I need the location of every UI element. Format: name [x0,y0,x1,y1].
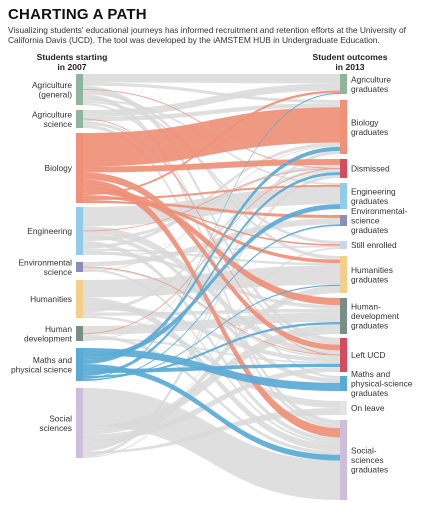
target-label: Humanities graduates [351,265,393,285]
flow-link [83,200,340,246]
target-node-bar [340,376,347,391]
target-label: Environmental-science graduates [351,206,408,235]
flow-link [83,100,340,245]
flow-link [83,186,340,227]
target-label: Left UCD [351,350,385,360]
flow-link [83,165,340,242]
source-label: Social sciences [39,413,72,433]
flow-link [83,241,340,443]
flow-link [83,90,340,196]
source-node-bar [76,262,83,272]
page-title: CHARTING A PATH [8,6,147,23]
flow-accent-line [82,89,341,169]
source-label: Agriculture (general) [32,80,72,100]
target-node-bar [340,298,347,334]
flow-link [83,172,340,351]
flow-link [83,168,340,313]
flow-link [83,334,340,455]
source-label: Humanities [30,294,72,304]
target-label: Dismissed [351,164,390,174]
flow-accent-line [82,266,341,356]
target-label: Agriculture graduates [351,74,391,94]
target-label: Human-development graduates [351,302,400,331]
flow-link [83,195,340,264]
target-node-bar [340,74,347,94]
target-node-bar [340,401,347,415]
target-node-bar [340,100,347,154]
flow-link [83,268,340,445]
flows-layer [82,74,341,500]
flow-link [83,184,340,201]
target-label: On leave [351,403,385,413]
flow-link [83,297,340,452]
source-node-bar [76,348,83,381]
flow-link [83,226,340,357]
flow-link [83,92,340,379]
target-label: Still enrolled [351,240,397,250]
flow-link [83,103,340,122]
source-label: Agriculture science [32,109,72,129]
page-subtitle: Visualizing students' educational journe… [8,25,406,45]
source-node-bar [76,280,83,318]
target-node-bar [340,183,347,209]
flow-link [83,74,340,84]
target-label: Social-sciences graduates [351,446,388,475]
labels-layer: Agriculture (general) Agriculture science Bi… [11,74,413,474]
source-label: Human development [24,324,73,344]
flow-link [83,364,340,461]
source-label: Maths and physical science [11,355,72,375]
flow-link [83,322,340,378]
source-label: Biology [45,163,73,173]
flow-link [83,175,340,452]
flow-link [83,204,340,360]
flow-link [83,121,340,345]
flow-link [83,179,340,438]
flow-link [83,107,340,167]
source-label: Environmental science [18,257,72,277]
source-node-bar [76,326,83,341]
target-label: Maths and physical-science graduates [351,369,413,398]
target-label: Engineering graduates [351,186,396,206]
flow-link [83,218,340,267]
flow-accent-line [82,118,341,356]
flow-accent-line [82,168,341,334]
target-node-bar [340,256,347,293]
flow-link [83,83,340,117]
target-node-bar [340,215,347,226]
target-label: Biology graduates [351,117,388,137]
flow-link [83,146,340,364]
flow-link [83,82,340,104]
source-node-bar [76,110,83,128]
source-node-bar [76,74,83,105]
flow-link [83,91,340,260]
source-node-bar [76,207,83,255]
flow-link [83,187,340,306]
source-label: Engineering [27,226,72,236]
left-column-header: Students starting in 2007 [36,52,108,72]
source-node-bar [76,133,83,203]
source-node-bar [76,388,83,458]
right-column-header: Student outcomes in 2013 [312,52,388,72]
nodes-layer [76,74,347,500]
flow-link [83,201,340,219]
target-node-bar [340,159,347,178]
flow-link [83,247,340,458]
target-node-bar [340,420,347,500]
flow-link [83,142,340,249]
target-node-bar [340,338,347,372]
flow-link [83,159,340,173]
flow-link [83,224,340,381]
flow-link [83,324,340,435]
flow-link [83,408,340,454]
flow-link [83,312,340,335]
flow-link [83,315,340,408]
flow-link [83,367,340,442]
flow-accent-line [82,168,341,232]
target-node-bar [340,241,347,249]
flow-link [83,284,340,380]
flow-link [83,172,340,376]
flow-link [83,303,340,363]
